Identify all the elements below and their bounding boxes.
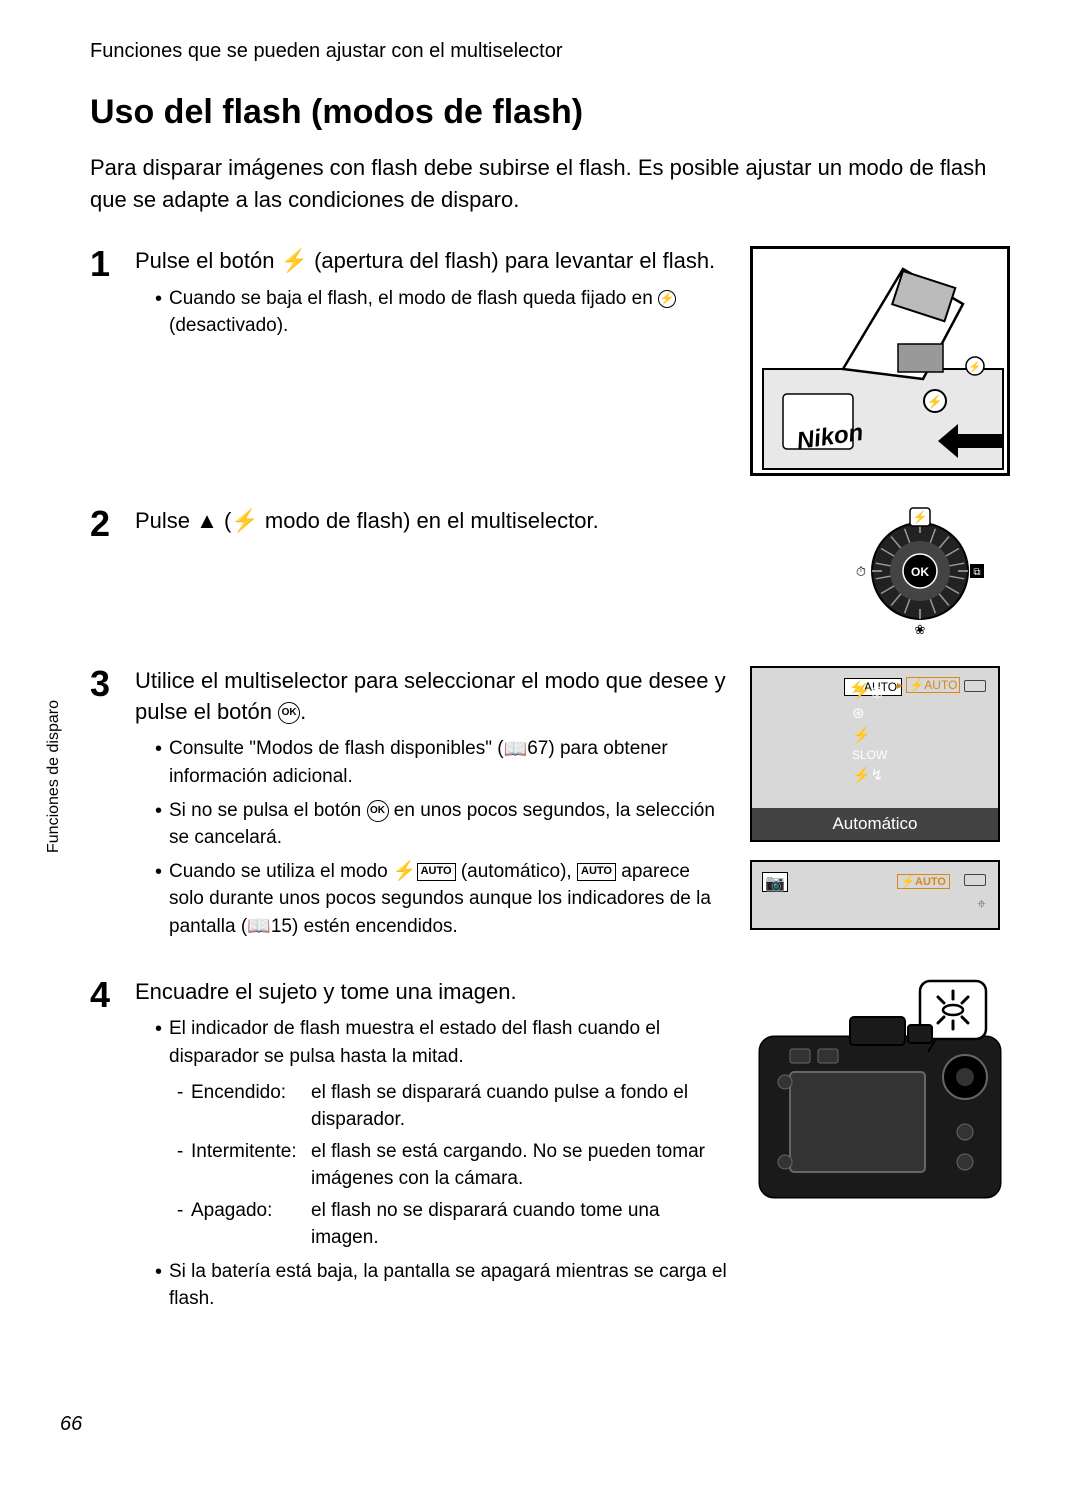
svg-text:⚡: ⚡ [969, 360, 981, 373]
dash-intermitente: -Intermitente:el flash se está cargando.… [169, 1138, 730, 1193]
step-number: 3 [90, 666, 135, 702]
page-number: 66 [60, 1413, 82, 1436]
flash-auto-icon: ⚡AUTO [393, 861, 456, 882]
svg-text:⚡: ⚡ [927, 394, 943, 410]
step-3-title: Utilice el multiselector para selecciona… [135, 666, 730, 728]
dash-encendido: -Encendido:el flash se disparará cuando … [169, 1079, 730, 1134]
step-1-title: Pulse el botón ⚡ (apertura del flash) pa… [135, 246, 730, 277]
step-2-illustration: OK ⚡ ❀ ⏱ ⧉ [830, 506, 1010, 636]
page-title: Uso del flash (modos de flash) [90, 93, 1010, 132]
flash-off-icon: ⚡ [658, 290, 676, 308]
step-number: 2 [90, 506, 135, 542]
step-3-illustration: ⚡AUTO ▸ ⚡AUTO ⚡◉ ⊛ ⚡ SLOW ⚡↯ Automático … [750, 666, 1010, 930]
step-4-title: Encuadre el sujeto y tome una imagen. [135, 977, 730, 1008]
step-2-title: Pulse ▲ (⚡ modo de flash) en el multisel… [135, 506, 810, 537]
step-4-bullet-1: El indicador de flash muestra el estado … [155, 1015, 730, 1251]
svg-text:OK: OK [911, 565, 929, 579]
step-3-bullet-3: Cuando se utiliza el modo ⚡AUTO (automát… [155, 858, 730, 941]
svg-text:⚡: ⚡ [913, 510, 928, 524]
ok-button-icon: OK [367, 800, 389, 822]
dash-apagado: -Apagado:el flash no se disparará cuando… [169, 1197, 730, 1252]
step-number: 4 [90, 977, 135, 1013]
step-4: 4 Encuadre el sujeto y tome una imagen. … [90, 977, 1010, 1319]
step-3: 3 Utilice el multiselector para seleccio… [90, 666, 1010, 947]
step-2: 2 Pulse ▲ (⚡ modo de flash) en el multis… [90, 506, 1010, 636]
flash-mode-label: Automático [752, 808, 998, 840]
svg-text:⏱: ⏱ [856, 564, 866, 579]
step-4-illustration [750, 977, 1010, 1222]
manual-ref-icon: 📖 [247, 913, 271, 941]
ok-button-icon: OK [278, 702, 300, 724]
step-1-bullet-1: Cuando se baja el flash, el modo de flas… [155, 285, 730, 340]
step-3-bullet-2: Si no se pulsa el botón OK en unos pocos… [155, 797, 730, 852]
svg-text:⧉: ⧉ [973, 567, 980, 578]
svg-text:❀: ❀ [915, 622, 926, 636]
step-3-bullet-1: Consulte "Modos de flash disponibles" (📖… [155, 735, 730, 790]
step-number: 1 [90, 246, 135, 282]
step-1-illustration: Nikon ⚡ ⚡ [750, 246, 1010, 476]
header-breadcrumb: Funciones que se pueden ajustar con el m… [90, 40, 1010, 63]
flash-icon: ⚡ [281, 248, 308, 273]
flash-auto-icon-alt: AUTO [577, 861, 616, 882]
step-4-bullet-2: Si la batería está baja, la pantalla se … [155, 1258, 730, 1313]
intro-paragraph: Para disparar imágenes con flash debe su… [90, 152, 1010, 216]
step-1: 1 Pulse el botón ⚡ (apertura del flash) … [90, 246, 1010, 476]
flash-icon: ⚡ [231, 508, 258, 533]
manual-ref-icon: 📖 [504, 736, 528, 764]
sidebar-section-label: Funciones de disparo [45, 700, 63, 853]
